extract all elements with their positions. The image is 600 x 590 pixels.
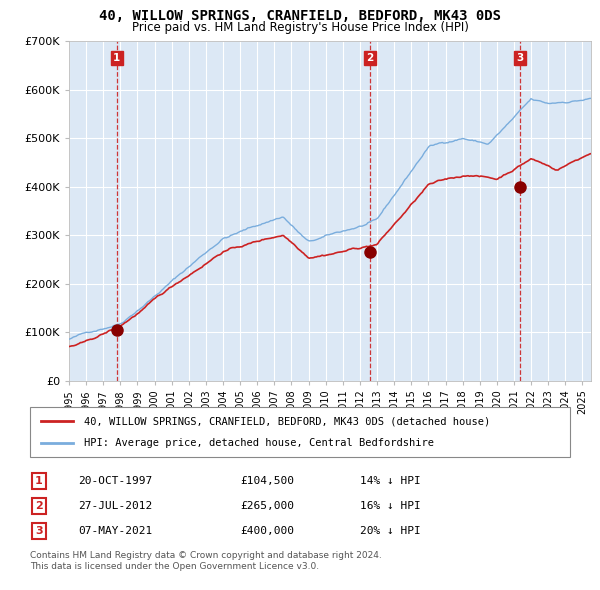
Text: 2: 2	[366, 53, 373, 63]
Text: £265,000: £265,000	[240, 501, 294, 510]
Text: Price paid vs. HM Land Registry's House Price Index (HPI): Price paid vs. HM Land Registry's House …	[131, 21, 469, 34]
Text: 40, WILLOW SPRINGS, CRANFIELD, BEDFORD, MK43 0DS (detached house): 40, WILLOW SPRINGS, CRANFIELD, BEDFORD, …	[84, 416, 490, 426]
Text: 20% ↓ HPI: 20% ↓ HPI	[360, 526, 421, 536]
Text: 2: 2	[35, 501, 43, 510]
Text: 27-JUL-2012: 27-JUL-2012	[78, 501, 152, 510]
Text: 1: 1	[113, 53, 121, 63]
Text: 16% ↓ HPI: 16% ↓ HPI	[360, 501, 421, 510]
Text: 07-MAY-2021: 07-MAY-2021	[78, 526, 152, 536]
Text: 14% ↓ HPI: 14% ↓ HPI	[360, 476, 421, 486]
Text: £400,000: £400,000	[240, 526, 294, 536]
FancyBboxPatch shape	[30, 407, 570, 457]
Text: 3: 3	[517, 53, 524, 63]
Text: Contains HM Land Registry data © Crown copyright and database right 2024.: Contains HM Land Registry data © Crown c…	[30, 552, 382, 560]
Text: This data is licensed under the Open Government Licence v3.0.: This data is licensed under the Open Gov…	[30, 562, 319, 571]
Text: 3: 3	[35, 526, 43, 536]
Text: HPI: Average price, detached house, Central Bedfordshire: HPI: Average price, detached house, Cent…	[84, 438, 434, 448]
Text: 40, WILLOW SPRINGS, CRANFIELD, BEDFORD, MK43 0DS: 40, WILLOW SPRINGS, CRANFIELD, BEDFORD, …	[99, 9, 501, 23]
Text: 1: 1	[35, 476, 43, 486]
Text: 20-OCT-1997: 20-OCT-1997	[78, 476, 152, 486]
Text: £104,500: £104,500	[240, 476, 294, 486]
